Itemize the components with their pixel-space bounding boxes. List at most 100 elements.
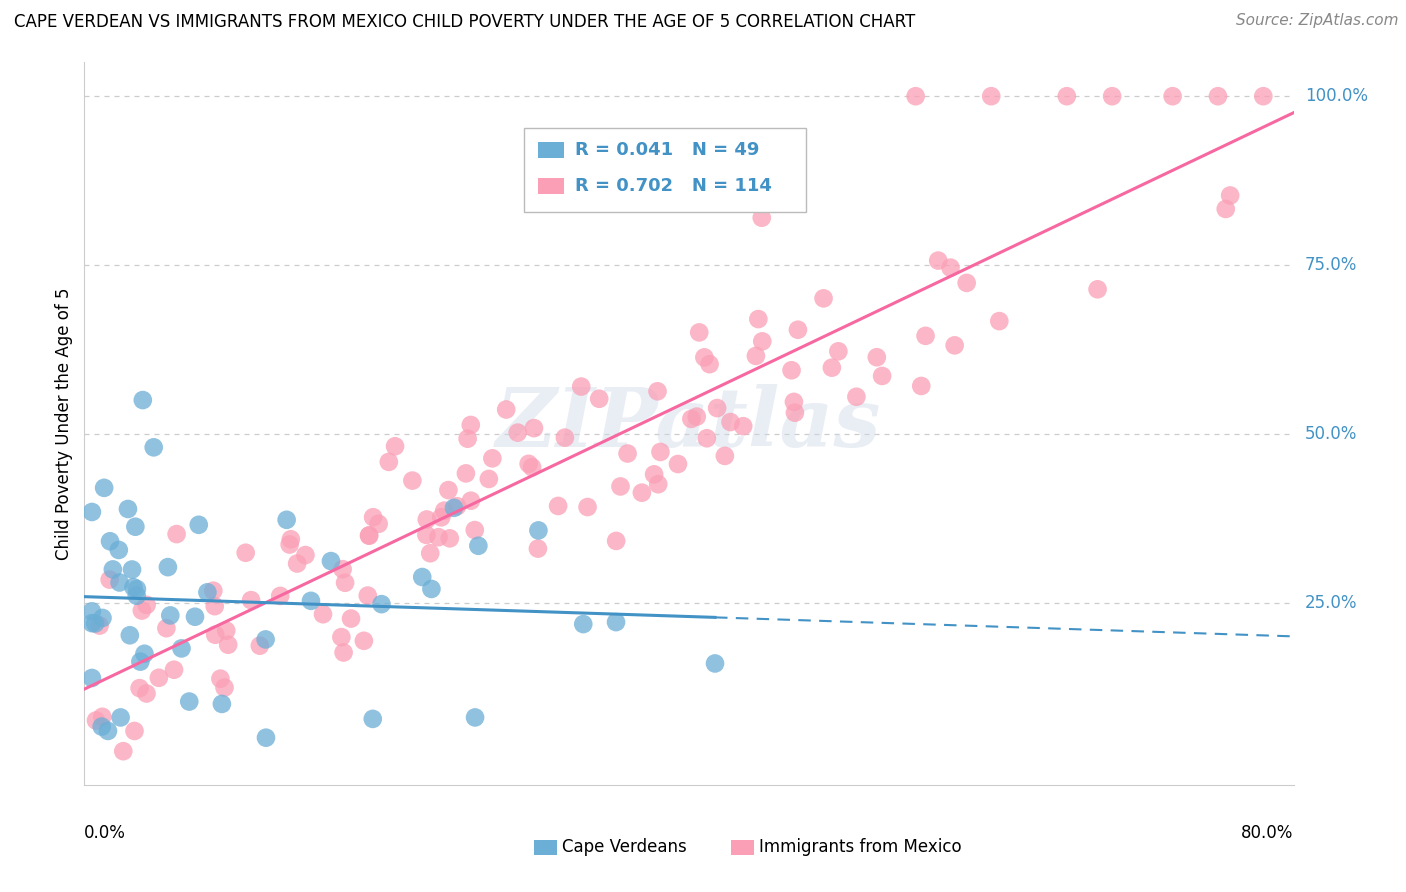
Point — [90, 720, 112, 734]
Point — [166, 527, 188, 541]
Point — [91, 710, 114, 724]
Point — [357, 589, 380, 603]
Point — [666, 457, 689, 471]
Point — [517, 457, 540, 471]
Text: R = 0.702   N = 114: R = 0.702 N = 114 — [575, 177, 772, 194]
Point — [98, 534, 121, 549]
Text: 25.0%: 25.0% — [1305, 594, 1357, 612]
Point — [554, 431, 576, 445]
Point — [980, 89, 1002, 103]
Point — [943, 338, 966, 352]
Point — [269, 589, 291, 603]
Point — [460, 493, 482, 508]
Point — [420, 582, 443, 596]
Point — [163, 663, 186, 677]
Point — [416, 512, 439, 526]
Point — [1253, 89, 1275, 103]
Point — [647, 384, 669, 399]
Point — [214, 681, 236, 695]
Point — [110, 710, 132, 724]
Point — [706, 401, 728, 415]
Point — [870, 368, 893, 383]
Point — [91, 611, 114, 625]
Point — [433, 503, 456, 517]
Point — [209, 672, 232, 686]
Text: Immigrants from Mexico: Immigrants from Mexico — [759, 838, 962, 856]
Point — [117, 502, 139, 516]
Point — [1056, 89, 1078, 103]
Point — [359, 528, 381, 542]
Point — [464, 710, 486, 724]
Point — [523, 421, 546, 435]
Point — [547, 499, 569, 513]
Text: 80.0%: 80.0% — [1241, 824, 1294, 842]
Point — [650, 445, 672, 459]
Point — [204, 599, 226, 614]
Point — [155, 621, 177, 635]
Point — [704, 657, 727, 671]
Point — [411, 570, 433, 584]
Point — [80, 671, 103, 685]
Point — [332, 562, 354, 576]
Point — [714, 449, 737, 463]
Point — [733, 419, 755, 434]
Point — [460, 417, 482, 432]
Point — [118, 628, 141, 642]
Point — [93, 481, 115, 495]
Point — [367, 516, 389, 531]
Text: 100.0%: 100.0% — [1305, 87, 1368, 105]
Point — [401, 474, 423, 488]
Point — [430, 510, 453, 524]
Point — [1215, 202, 1237, 216]
Text: 50.0%: 50.0% — [1305, 425, 1357, 442]
Point — [108, 575, 131, 590]
Point — [211, 697, 233, 711]
Point — [419, 546, 441, 560]
Point — [527, 541, 550, 556]
Point — [1161, 89, 1184, 103]
Point — [159, 608, 181, 623]
Point — [751, 211, 773, 225]
Point — [249, 639, 271, 653]
Point — [187, 517, 209, 532]
Point — [80, 604, 103, 618]
Point — [179, 694, 201, 708]
Point — [142, 440, 165, 454]
Point — [576, 500, 599, 514]
Point — [361, 712, 384, 726]
Point — [131, 603, 153, 617]
Point — [170, 641, 193, 656]
Point — [464, 523, 486, 537]
Point — [312, 607, 335, 622]
Point — [89, 618, 111, 632]
Point — [98, 573, 121, 587]
Point — [866, 350, 889, 364]
Point — [437, 483, 460, 497]
Text: ZIPatlas: ZIPatlas — [496, 384, 882, 464]
Point — [197, 585, 219, 599]
Point — [751, 334, 773, 349]
Point — [278, 537, 301, 551]
Point — [97, 723, 120, 738]
Point — [135, 686, 157, 700]
Point — [125, 582, 148, 596]
Point — [643, 467, 665, 482]
Point — [845, 390, 868, 404]
Point — [156, 560, 179, 574]
Point — [121, 562, 143, 576]
Point — [148, 671, 170, 685]
Point — [688, 326, 710, 340]
Point — [353, 633, 375, 648]
Point — [122, 580, 145, 594]
Point — [332, 646, 354, 660]
Point — [747, 312, 769, 326]
Point — [527, 524, 550, 538]
Point — [696, 431, 718, 445]
Point — [454, 467, 477, 481]
Point — [783, 406, 806, 420]
Point — [467, 539, 489, 553]
Point — [647, 477, 669, 491]
Point — [780, 363, 803, 377]
Point — [821, 360, 844, 375]
Text: 0.0%: 0.0% — [84, 824, 127, 842]
